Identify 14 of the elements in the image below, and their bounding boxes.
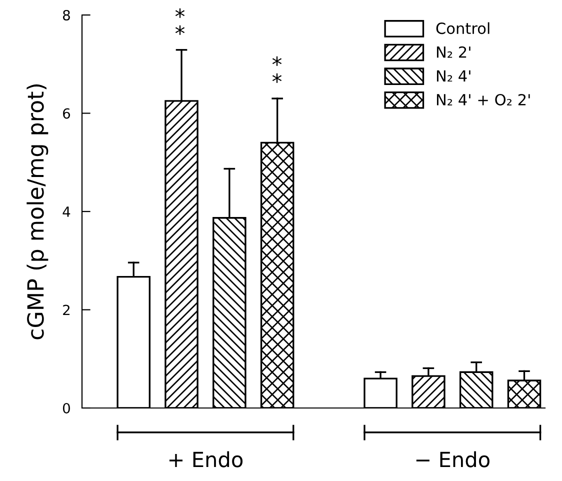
legend-label: N₂ 4' — [436, 70, 470, 82]
legend-label: N₂ 4' + O₂ 2' — [436, 94, 530, 106]
legend-label: Control — [436, 22, 490, 34]
y-tick-label: 8 — [62, 10, 70, 20]
y-tick-label: 6 — [63, 108, 70, 119]
x-tick-label: + Endo — [169, 451, 243, 468]
y-axis-title: cGMP (p mole/mg prot) — [26, 84, 48, 340]
y-tick-label: 4 — [62, 206, 70, 217]
annotation: ** — [175, 8, 185, 35]
y-tick-label: 0 — [62, 402, 70, 414]
x-tick-label: − Endo — [416, 451, 490, 468]
y-tick-label: 2 — [63, 304, 70, 316]
legend-label: N₂ 2' — [436, 46, 470, 58]
annotation: ** — [272, 56, 282, 83]
